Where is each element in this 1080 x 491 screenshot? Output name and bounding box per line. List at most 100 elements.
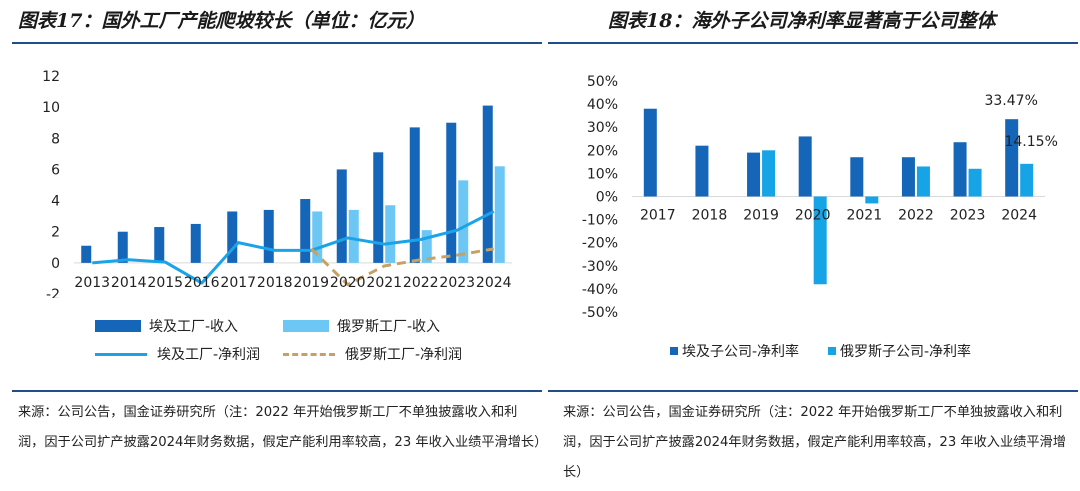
x-tick-label: 2020	[795, 208, 831, 224]
bar-2021	[850, 157, 864, 197]
left-title-rule	[12, 42, 542, 44]
bar-2022	[916, 166, 930, 197]
bar-2017	[643, 108, 657, 197]
bar-2021	[373, 152, 384, 263]
legend-label: 俄罗斯子公司-净利率	[840, 344, 972, 360]
right-title-rule	[548, 42, 1078, 44]
x-tick-label: 2021	[366, 275, 402, 291]
y-tick-label: 30%	[587, 120, 618, 136]
y-tick-label: 6	[51, 162, 60, 178]
y-tick-label: -30%	[582, 259, 618, 275]
bar-2020	[798, 136, 812, 197]
y-tick-label: 2	[51, 225, 60, 241]
legend-label: 俄罗斯工厂-净利润	[345, 347, 463, 363]
bar-2020	[336, 169, 347, 263]
x-tick-label: 2014	[111, 275, 147, 291]
legend-swatch	[283, 352, 335, 356]
bar-2016	[190, 223, 201, 263]
bar-2024	[1020, 163, 1034, 197]
legend-egypt-margin: 埃及子公司-净利率	[670, 341, 799, 361]
bar-2019	[762, 150, 776, 197]
y-tick-label: 0%	[596, 190, 618, 206]
x-tick-label: 2019	[743, 208, 779, 224]
x-tick-label: 2017	[220, 275, 256, 291]
y-tick-label: -2	[46, 287, 60, 298]
bar-2024	[1005, 119, 1019, 197]
bar-2014	[117, 231, 128, 263]
x-tick-label: 2022	[898, 208, 934, 224]
legend-swatch	[95, 352, 147, 356]
russia-profit-line	[310, 247, 495, 287]
y-tick-label: 40%	[587, 97, 618, 113]
bar-2024	[482, 105, 493, 263]
x-tick-label: 2022	[403, 275, 439, 291]
x-tick-label: 2023	[439, 275, 475, 291]
legend-swatch	[283, 320, 329, 332]
legend-label: 埃及子公司-净利率	[682, 344, 800, 360]
x-tick-label: 2018	[692, 208, 728, 224]
y-tick-label: -10%	[582, 213, 618, 229]
y-tick-label: 0	[51, 256, 60, 272]
legend-swatch	[95, 320, 141, 332]
legend-label: 俄罗斯工厂-收入	[337, 319, 441, 335]
data-label-egypt-2024: 33.47%	[984, 93, 1037, 109]
bar-2021	[865, 196, 879, 204]
right-source-note: 来源：公司公告，国金证券研究所（注：2022 年开始俄罗斯工厂不单独披露收入和利…	[563, 405, 1066, 480]
bar-2019	[312, 211, 323, 263]
bar-2022	[901, 157, 915, 197]
legend-label: 埃及工厂-收入	[149, 319, 239, 335]
bar-2018	[695, 145, 709, 197]
y-tick-label: 50%	[587, 74, 618, 90]
bar-2018	[263, 209, 274, 263]
bar-2024	[494, 166, 505, 263]
legend-russia-margin: 俄罗斯子公司-净利率	[828, 341, 971, 361]
legend-egypt-profit: 埃及工厂-净利润	[95, 344, 260, 364]
y-tick-label: -20%	[582, 236, 618, 252]
y-tick-label: 10	[42, 100, 60, 116]
x-tick-label: 2024	[1001, 208, 1037, 224]
data-label-russia-2024: 14.15%	[1004, 134, 1057, 150]
left-source-rule	[12, 390, 542, 392]
x-tick-label: 2023	[950, 208, 986, 224]
bar-2021	[385, 205, 396, 263]
bar-2023	[458, 180, 469, 263]
legend-label: 埃及工厂-净利润	[157, 347, 261, 363]
bar-2020	[348, 209, 359, 263]
left-source-note: 来源：公司公告，国金证券研究所（注：2022 年开始俄罗斯工厂不单独披露收入和利…	[18, 405, 548, 450]
egypt-profit-line	[92, 210, 495, 285]
y-tick-label: -50%	[582, 305, 618, 321]
legend-russia-profit: 俄罗斯工厂-净利润	[283, 344, 462, 364]
x-tick-label: 2024	[476, 275, 512, 291]
bar-2013	[81, 245, 92, 263]
bar-2023	[446, 122, 457, 263]
y-tick-label: 20%	[587, 143, 618, 159]
y-tick-label: 8	[51, 131, 60, 147]
y-tick-label: 10%	[587, 166, 618, 182]
bar-2020	[813, 196, 827, 285]
legend-swatch	[670, 347, 678, 355]
bar-2015	[154, 227, 165, 263]
legend-russia-revenue: 俄罗斯工厂-收入	[283, 316, 440, 336]
bar-2023	[953, 142, 967, 197]
x-tick-label: 2019	[293, 275, 329, 291]
x-tick-label: 2021	[846, 208, 882, 224]
x-tick-label: 2020	[330, 275, 366, 291]
x-tick-label: 2013	[74, 275, 110, 291]
right-chart-plot: -50% -40% -30% -20% -10% 0% 10% 20% 30% 40% 50% 201…	[582, 74, 1058, 321]
y-tick-label: 12	[42, 69, 60, 85]
bar-2023	[968, 168, 982, 197]
y-tick-label: -40%	[582, 282, 618, 298]
bar-2019	[300, 199, 311, 263]
x-tick-label: 2018	[257, 275, 293, 291]
legend-egypt-revenue: 埃及工厂-收入	[95, 316, 238, 336]
bar-2019	[747, 152, 761, 197]
legend-swatch	[828, 347, 836, 355]
x-tick-label: 2016	[184, 275, 220, 291]
bar-2022	[409, 127, 420, 263]
left-chart-title: 图表17：国外工厂产能爬坡较长（单位：亿元）	[18, 10, 425, 32]
right-chart-title: 图表18：海外子公司净利率显著高于公司整体	[608, 10, 996, 32]
x-tick-label: 2015	[147, 275, 183, 291]
y-tick-label: 4	[51, 194, 60, 210]
x-tick-label: 2017	[640, 208, 676, 224]
